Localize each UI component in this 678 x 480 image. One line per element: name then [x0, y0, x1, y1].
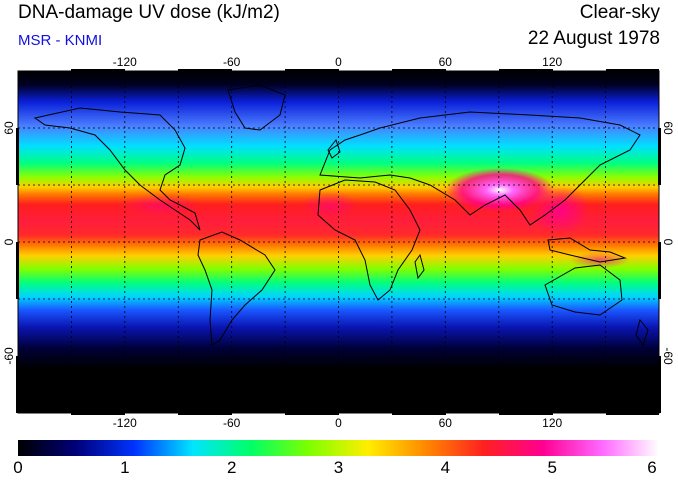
colorbar-label: 4	[440, 458, 451, 477]
frame-ticks	[16, 69, 661, 415]
lon-tick-top: 120	[542, 55, 562, 69]
lat-tick-right: 60	[661, 121, 675, 135]
lat-tick-left: 60	[2, 121, 16, 135]
lat-tick-right: -60	[661, 347, 675, 365]
lon-tick-bottom: 60	[439, 416, 453, 430]
lon-tick-bottom: 120	[542, 416, 562, 430]
lon-tick-bottom: -60	[223, 416, 241, 430]
colorbar-label: 1	[120, 458, 130, 477]
lat-tick-left: 0	[2, 238, 16, 245]
lat-tick-left: -60	[2, 347, 16, 365]
sky-condition-label: Clear-sky	[579, 2, 660, 23]
date-label: 22 August 1978	[527, 28, 660, 49]
lon-tick-top: -60	[223, 55, 241, 69]
lon-tick-top: 0	[335, 55, 342, 69]
colorbar-label: 5	[547, 458, 557, 477]
colorbar-label: 0	[13, 458, 23, 477]
lon-tick-top: 60	[439, 55, 453, 69]
source-label: MSR - KNMI	[18, 32, 103, 49]
colorbar-label: 3	[333, 458, 344, 477]
lat-tick-right: 0	[661, 239, 675, 246]
lon-tick-bottom: 0	[335, 416, 342, 430]
colorbar-label: 6	[647, 458, 657, 477]
colorbar-label: 2	[226, 458, 237, 477]
coastlines	[33, 84, 649, 347]
map-title: DNA-damage UV dose (kJ/m2)	[18, 2, 280, 23]
lon-tick-bottom: -120	[113, 416, 137, 430]
colorbar	[18, 440, 659, 456]
graticule	[18, 71, 659, 413]
lon-tick-top: -120	[113, 55, 137, 69]
